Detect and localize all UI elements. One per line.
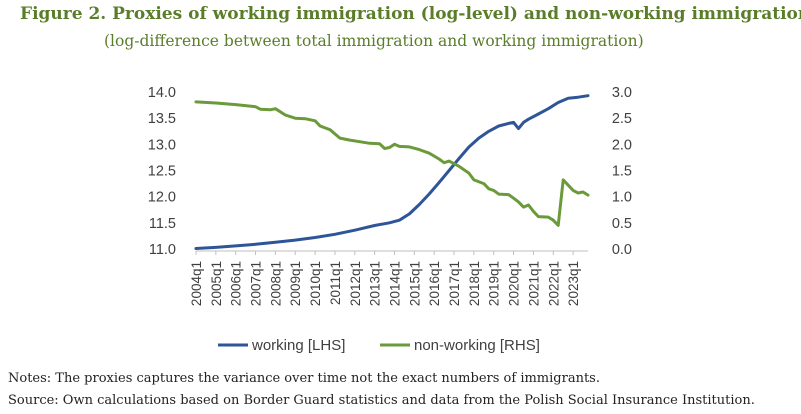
left-tick-label: 12.0 <box>148 190 176 206</box>
left-tick-label: 11.5 <box>149 216 176 232</box>
x-tick-label: 2012q1 <box>348 261 363 306</box>
x-tick-label: 2016q1 <box>427 261 442 306</box>
right-tick-label: 1.5 <box>612 164 632 180</box>
x-tick-label: 2022q1 <box>546 261 561 306</box>
right-tick-label: 1.0 <box>612 190 632 206</box>
source-line: Source: Own calculations based on Border… <box>8 393 755 408</box>
left-tick-label: 13.5 <box>148 111 176 127</box>
x-tick-label: 2013q1 <box>368 261 383 306</box>
notes-line: Notes: The proxies captures the variance… <box>8 371 600 386</box>
x-tick-label: 2004q1 <box>189 261 204 306</box>
legend-item-non-working: non-working [RHS] <box>414 337 540 354</box>
left-axis-ticks: 11.0 11.5 12.0 12.5 13.0 13.5 14.0 <box>148 85 176 258</box>
right-axis-ticks: 0.0 0.5 1.0 1.5 2.0 2.5 3.0 <box>612 85 632 258</box>
left-tick-label: 12.5 <box>148 164 176 180</box>
right-tick-label: 3.0 <box>612 85 632 101</box>
x-tick-label: 2005q1 <box>209 261 224 306</box>
x-tick-label: 2011q1 <box>328 261 343 305</box>
legend: working [LHS] non-working [RHS] <box>218 337 540 354</box>
series-lines <box>194 94 590 250</box>
x-tick-label: 2006q1 <box>229 261 244 306</box>
x-tick-label: 2010q1 <box>308 261 323 306</box>
x-tick-label: 2007q1 <box>249 261 264 306</box>
series-line-working <box>194 94 590 250</box>
left-tick-label: 13.0 <box>148 137 176 153</box>
x-tick-label: 2017q1 <box>447 261 462 306</box>
right-tick-label: 2.0 <box>612 137 632 153</box>
right-tick-label: 0.5 <box>612 216 632 232</box>
x-tick-label: 2019q1 <box>487 261 502 306</box>
figure-title: Figure 2. Proxies of working immigration… <box>20 4 801 24</box>
right-tick-label: 0.0 <box>612 242 632 258</box>
x-tick-label: 2021q1 <box>526 261 541 306</box>
x-tick-label: 2009q1 <box>288 261 303 306</box>
x-tick-label: 2023q1 <box>566 261 581 306</box>
x-tick-label: 2020q1 <box>507 261 522 306</box>
series-line-non-working <box>194 100 590 227</box>
left-tick-label: 11.0 <box>149 242 176 258</box>
x-tick-label: 2018q1 <box>467 261 482 306</box>
x-tick-label: 2008q1 <box>268 261 283 306</box>
figure-subtitle: (log-difference between total immigratio… <box>104 32 644 50</box>
x-axis-ticks: 2004q1 2005q1 2006q1 2007q1 2008q1 2009q1 2010… <box>189 251 581 306</box>
x-tick-label: 2014q1 <box>387 261 402 306</box>
left-tick-label: 14.0 <box>148 85 176 101</box>
legend-item-working: working [LHS] <box>251 337 345 354</box>
right-tick-label: 2.5 <box>612 111 632 127</box>
x-tick-label: 2015q1 <box>407 261 422 306</box>
